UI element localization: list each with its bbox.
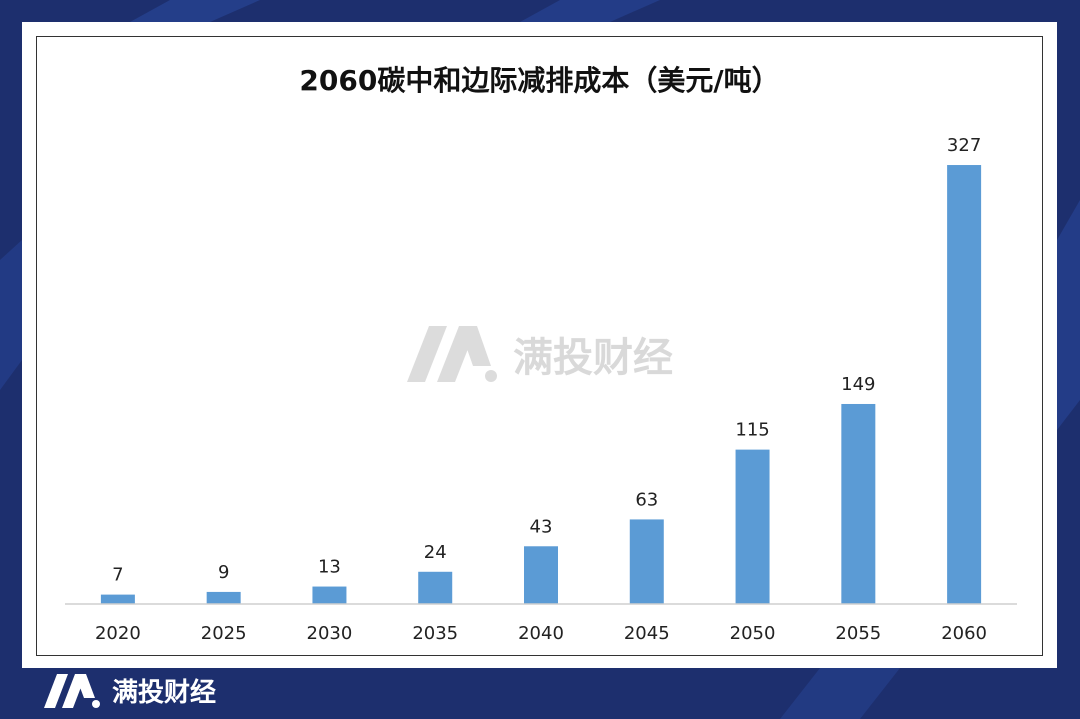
bar-2025: [206, 591, 241, 604]
x-tick-label-2020: 2020: [95, 623, 141, 644]
bar-2020: [100, 594, 135, 604]
data-label-2040: 43: [530, 516, 553, 537]
data-label-2020: 7: [112, 565, 123, 586]
x-tick-label-2040: 2040: [518, 623, 564, 644]
chart-title: 2060碳中和边际减排成本（美元/吨）: [299, 64, 780, 97]
bar-2055: [841, 403, 876, 604]
data-label-2025: 9: [218, 562, 229, 583]
brand-logo-icon: [407, 326, 497, 382]
x-tick-label-2050: 2050: [730, 623, 776, 644]
x-tick-label-2030: 2030: [307, 623, 353, 644]
data-label-2055: 149: [841, 374, 875, 395]
bar-2050: [735, 449, 770, 604]
watermark-text: 满投财经: [513, 335, 673, 381]
watermark: 满投财经: [407, 325, 673, 383]
x-tick-label-2025: 2025: [201, 623, 247, 644]
x-tick-label-2035: 2035: [412, 623, 458, 644]
x-tick-label-2060: 2060: [941, 623, 987, 644]
data-label-2045: 63: [635, 489, 658, 510]
bar-2035: [418, 571, 453, 604]
data-label-2050: 115: [735, 420, 769, 441]
footer-logo-icon: [44, 673, 100, 708]
data-label-2060: 327: [947, 135, 981, 156]
bar-2060: [947, 165, 982, 604]
x-tick-label-2045: 2045: [624, 623, 670, 644]
bar-2040: [524, 546, 558, 604]
chart-card: 2060碳中和边际减排成本（美元/吨） 满投财经 7 2020 9 2025 13 203…: [22, 22, 1057, 668]
bar-2030: [312, 586, 347, 604]
x-tick-label-2055: 2055: [835, 623, 881, 644]
chart-frame: 2060碳中和边际减排成本（美元/吨） 满投财经 7 2020 9 2025 13 203…: [36, 36, 1043, 656]
footer-brand-name: 满投财经: [112, 678, 217, 708]
footer-brand: 满投财经: [44, 672, 216, 709]
data-label-2030: 13: [318, 557, 341, 578]
bar-chart: 7 2020 9 2025 13 2030 24 2035 43 2040 63 2045 115 205…: [65, 135, 1017, 644]
bar-2045: [629, 519, 664, 604]
data-label-2035: 24: [424, 542, 447, 563]
